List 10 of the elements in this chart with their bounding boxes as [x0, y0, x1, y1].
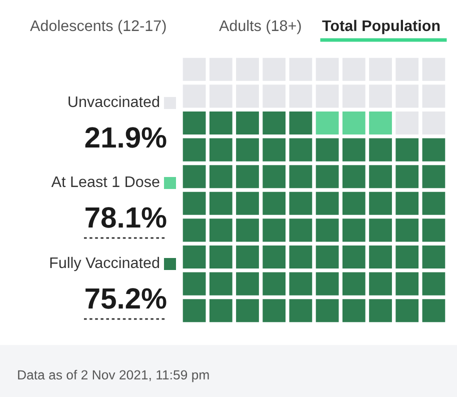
category-label: Unvaccinated: [68, 96, 160, 108]
text: Data as of 2 Nov 2021, 11:59 pm: [18, 370, 209, 382]
text: Total Population: [322, 20, 440, 34]
category-label: At Least 1 Dose: [51, 176, 160, 188]
text: Adults (18+): [219, 20, 301, 34]
data-label: 21.9%: [85, 127, 166, 148]
text: Adolescents (12-17): [30, 20, 166, 34]
data-label: 75.2%: [86, 288, 166, 309]
category-label: Fully Vaccinated: [50, 256, 160, 272]
data-label: 78.1%: [86, 207, 166, 228]
